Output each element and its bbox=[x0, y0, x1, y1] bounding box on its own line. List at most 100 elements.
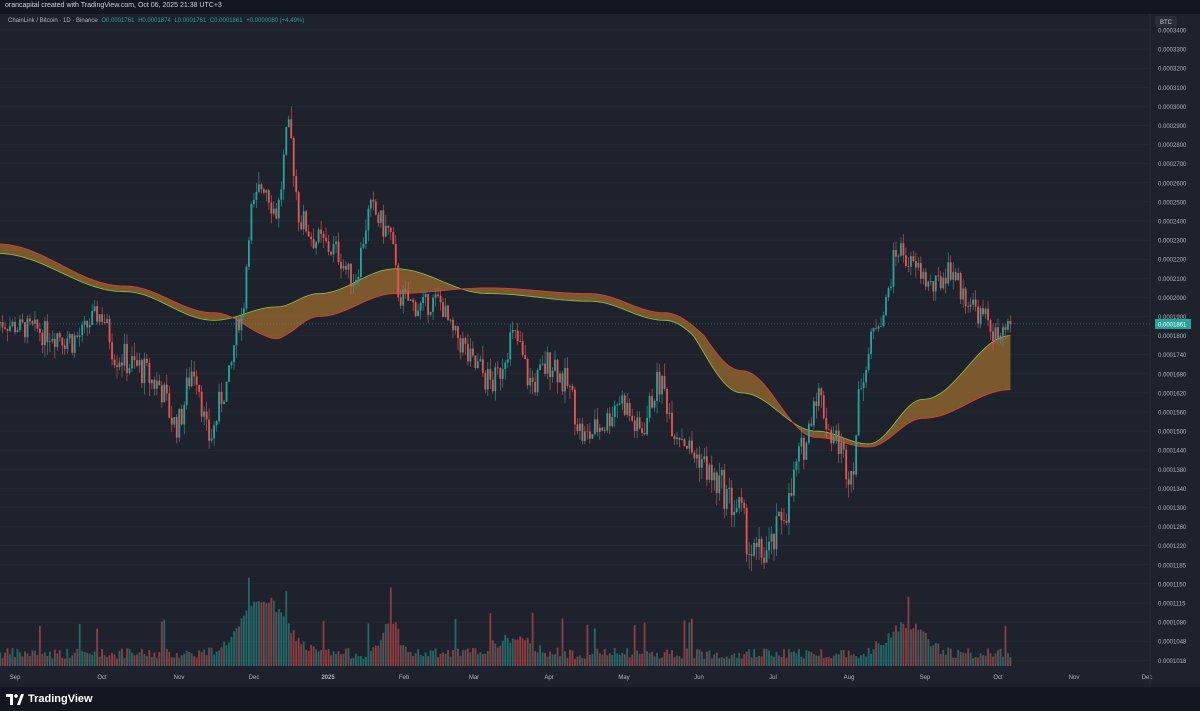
candle-body bbox=[6, 328, 9, 331]
volume-bar bbox=[220, 647, 223, 666]
candle-body bbox=[486, 369, 489, 390]
volume-bar bbox=[280, 612, 283, 666]
volume-bar bbox=[141, 648, 143, 666]
candle-body bbox=[509, 332, 512, 360]
candle-body bbox=[964, 288, 967, 307]
candle-body bbox=[591, 434, 594, 439]
volume-bar bbox=[452, 650, 454, 666]
volume-bar bbox=[643, 622, 646, 666]
candle-body bbox=[922, 271, 925, 279]
candle-body bbox=[626, 403, 629, 415]
candle-body bbox=[952, 272, 955, 280]
candle-body bbox=[24, 322, 26, 338]
candle-body bbox=[230, 362, 233, 366]
candle-body bbox=[793, 469, 795, 496]
candle-body bbox=[984, 308, 987, 315]
candle-body bbox=[586, 431, 589, 433]
chart-area[interactable]: Sep Oct Nov Dec 2025 Feb Mar Apr May Jun Jul Aug Sep… bbox=[0, 14, 1200, 687]
volume-bar bbox=[250, 605, 253, 666]
volume-bar bbox=[138, 652, 141, 666]
volume-bar bbox=[437, 657, 439, 666]
price-tick-label: 0.0002900 bbox=[1158, 124, 1187, 130]
candle-body bbox=[957, 273, 960, 281]
volume-bar bbox=[78, 623, 81, 666]
price-tick-label: 0.0001048 bbox=[1158, 640, 1187, 646]
volume-bar bbox=[576, 656, 579, 666]
candle-body bbox=[506, 359, 509, 363]
candle-body bbox=[133, 356, 136, 361]
volume-bar bbox=[890, 637, 892, 666]
candle-body bbox=[661, 375, 663, 395]
volume-bar bbox=[760, 656, 763, 666]
volume-bar bbox=[215, 651, 218, 666]
candle-body bbox=[103, 322, 106, 323]
candle-body bbox=[116, 365, 118, 368]
candle-body bbox=[812, 401, 815, 426]
volume-bar bbox=[822, 658, 825, 666]
candle-body bbox=[924, 271, 927, 287]
band-fast-line bbox=[0, 253, 1011, 445]
volume-bar bbox=[315, 649, 318, 666]
candle-body bbox=[389, 227, 392, 232]
candle-body bbox=[765, 550, 768, 563]
candle-body bbox=[61, 337, 64, 346]
candle-body bbox=[847, 479, 850, 485]
volume-bar bbox=[419, 654, 422, 666]
volume-bar bbox=[793, 651, 795, 666]
volume-bar bbox=[183, 653, 186, 666]
candle-body bbox=[890, 286, 892, 289]
volume-bar bbox=[603, 649, 606, 666]
candle-body bbox=[949, 262, 952, 280]
candle-body bbox=[1009, 321, 1012, 324]
candle-body bbox=[972, 299, 975, 305]
volume-bar bbox=[91, 654, 94, 666]
volume-bar bbox=[588, 655, 591, 666]
candle-body bbox=[541, 363, 544, 365]
volume-bar bbox=[735, 657, 738, 666]
volume-bar bbox=[631, 654, 634, 666]
volume-bar bbox=[71, 655, 74, 666]
volume-bar bbox=[0, 652, 1, 666]
price-chart[interactable]: Sep Oct Nov Dec 2025 Feb Mar Apr May Jun Jul Aug Sep… bbox=[0, 14, 1200, 687]
volume-bar bbox=[887, 633, 890, 666]
candle-body bbox=[974, 299, 977, 307]
volume-bar bbox=[479, 652, 482, 666]
volume-bar bbox=[218, 650, 220, 666]
change-value: +0.0000080 (+4.49%) bbox=[246, 18, 305, 24]
candle-body bbox=[374, 201, 377, 215]
volume-bar bbox=[29, 655, 31, 666]
volume-bar bbox=[320, 649, 322, 666]
time-axis: Sep Oct Nov Dec 2025 Feb Mar Apr May Jun Jul Aug Sep… bbox=[10, 675, 1153, 681]
candle-body bbox=[1004, 327, 1007, 330]
candle-body bbox=[1007, 321, 1009, 330]
candle-body bbox=[989, 320, 992, 332]
candle-body bbox=[897, 255, 900, 257]
volume-bar bbox=[591, 654, 594, 666]
candle-body bbox=[93, 306, 96, 312]
price-tick-label: 0.0001220 bbox=[1158, 544, 1187, 550]
candle-body bbox=[449, 319, 452, 321]
candle-body bbox=[364, 230, 367, 244]
candle-body bbox=[559, 373, 561, 383]
band-slow-line bbox=[0, 243, 1011, 448]
candle-body bbox=[494, 367, 497, 392]
candle-body bbox=[830, 429, 833, 444]
candle-body bbox=[265, 190, 268, 193]
candle-body bbox=[521, 341, 524, 355]
volume-bar bbox=[661, 657, 663, 666]
volume-bar bbox=[917, 629, 920, 666]
volume-bar bbox=[178, 657, 181, 666]
candle-body bbox=[158, 380, 161, 386]
grid-lines bbox=[0, 29, 1150, 661]
volume-bar bbox=[979, 653, 982, 666]
candle-body bbox=[215, 421, 218, 426]
candle-body bbox=[34, 319, 36, 324]
candle-body bbox=[544, 363, 546, 374]
candle-body bbox=[267, 190, 270, 203]
candle-body bbox=[760, 538, 763, 558]
tradingview-logo[interactable]: TradingView bbox=[6, 691, 93, 707]
volume-bar bbox=[382, 632, 385, 666]
volume-bar bbox=[126, 648, 128, 666]
volume-bar bbox=[768, 650, 770, 666]
volume-bar bbox=[295, 641, 298, 666]
